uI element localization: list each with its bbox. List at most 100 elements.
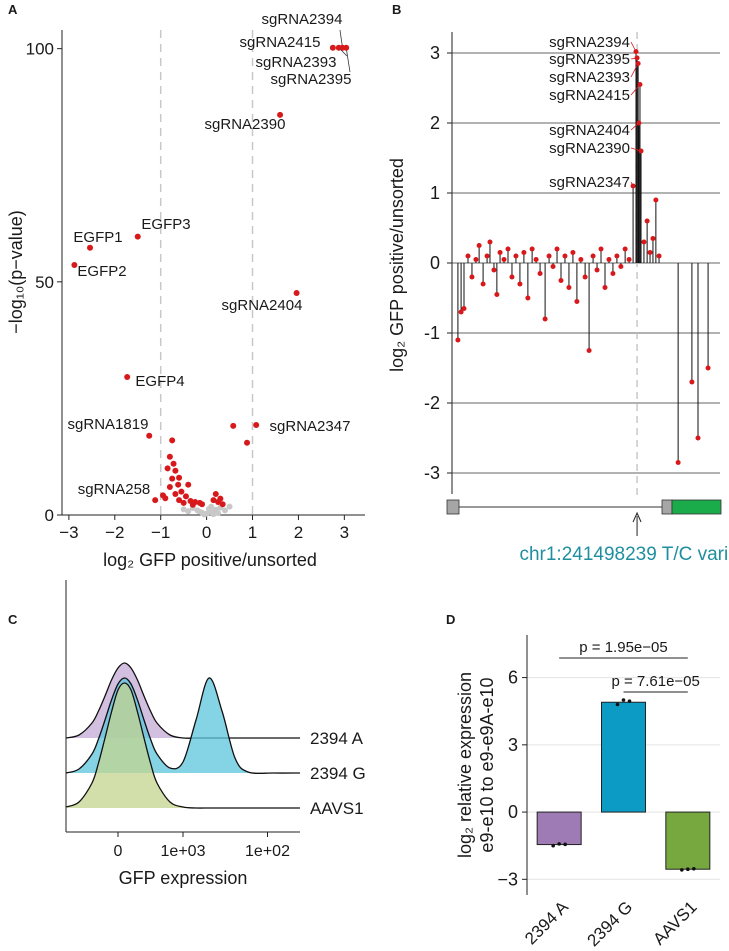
point <box>487 239 493 245</box>
y-tick-label: -1 <box>424 323 440 343</box>
point-label: sgRNA2394 <box>262 11 343 28</box>
point <box>501 257 507 262</box>
point <box>529 246 535 252</box>
point-label: sgRNA2394 <box>549 34 630 51</box>
point <box>590 253 596 259</box>
x-tick-label: 2 <box>294 523 303 542</box>
point <box>494 292 500 297</box>
point <box>517 281 523 287</box>
point <box>182 493 189 500</box>
panel-letter: D <box>446 612 455 627</box>
point <box>618 264 624 269</box>
point <box>653 197 659 203</box>
point <box>533 257 539 262</box>
point <box>169 437 176 444</box>
replicate-dot <box>557 842 561 846</box>
point <box>335 44 342 51</box>
x-tick-label: 2394 G <box>583 897 636 950</box>
point <box>176 497 183 504</box>
point <box>521 250 527 255</box>
point-label: sgRNA1819 <box>68 416 149 433</box>
point <box>185 481 192 488</box>
y-tick-label: 100 <box>26 40 54 59</box>
point <box>505 246 511 252</box>
y-axis-label: log₂ relative expression <box>455 672 475 858</box>
point <box>215 510 222 517</box>
x-tick-label: 0 <box>114 843 123 860</box>
p-value: p = 1.95e−05 <box>579 639 667 656</box>
point <box>185 508 192 515</box>
replicate-dot <box>692 866 696 871</box>
point <box>650 236 656 241</box>
point <box>293 290 300 297</box>
point-label: sgRNA2347 <box>549 174 630 191</box>
point <box>695 435 701 441</box>
point <box>219 501 226 508</box>
point <box>172 467 179 474</box>
point-label: sgRNA2415 <box>549 87 630 104</box>
point <box>208 503 215 510</box>
point <box>455 337 461 343</box>
x-tick-label: 0 <box>202 523 211 542</box>
point <box>476 243 482 248</box>
y-tick-label: 1 <box>430 183 440 203</box>
x-tick-label: −2 <box>105 523 124 542</box>
y-tick-label: 2 <box>430 113 440 133</box>
x-tick-label: 2394 A <box>521 897 572 948</box>
y-tick-label: 0 <box>508 802 518 822</box>
point <box>196 508 203 515</box>
panel-letter: B <box>392 2 401 17</box>
point <box>509 274 515 280</box>
point <box>469 274 475 280</box>
point <box>244 439 251 446</box>
point <box>606 257 612 262</box>
y-tick-label: 3 <box>508 735 518 755</box>
point <box>525 295 531 301</box>
point <box>689 379 695 385</box>
y-tick-label: 0 <box>430 253 440 273</box>
point <box>461 306 467 311</box>
y-axis-label: −log₁₀(p−value) <box>6 210 26 334</box>
bar <box>601 701 646 813</box>
point <box>178 488 185 495</box>
point-label: EGFP3 <box>141 216 190 233</box>
x-tick-label: 1e+02 <box>245 843 290 860</box>
x-tick-label: −3 <box>59 523 78 542</box>
replicate-dot <box>680 868 684 872</box>
replicate-dot <box>615 702 620 707</box>
point <box>201 511 208 518</box>
point <box>656 253 662 259</box>
x-tick-label: 1e+03 <box>161 843 206 860</box>
gene-exon <box>446 499 460 515</box>
point <box>277 111 284 118</box>
replicate-dot <box>551 843 555 848</box>
y-axis-label: log₂ GFP positive/unsorted <box>387 158 407 372</box>
y-axis-label: e9-e10 to e9-e9A-e10 <box>477 677 497 852</box>
point <box>170 460 177 467</box>
point-label: EGFP4 <box>135 373 184 390</box>
point <box>329 44 336 51</box>
point <box>212 491 219 498</box>
point <box>166 453 173 460</box>
panel-letter: A <box>8 2 18 17</box>
x-tick-label: −1 <box>151 523 170 542</box>
point <box>172 491 179 498</box>
point <box>230 422 237 429</box>
point <box>152 497 159 504</box>
point <box>199 501 206 508</box>
density-line <box>65 682 300 809</box>
point-label: sgRNA2395 <box>271 71 352 88</box>
point <box>586 348 592 353</box>
point <box>180 506 187 513</box>
density-fill <box>66 663 300 739</box>
leader-line <box>630 84 641 96</box>
point <box>578 257 584 262</box>
point <box>562 253 568 259</box>
point <box>570 250 576 255</box>
x-axis-label: log₂ GFP positive/unsorted <box>103 550 317 570</box>
point <box>210 511 217 518</box>
density-fill <box>66 683 300 809</box>
point <box>253 421 260 428</box>
